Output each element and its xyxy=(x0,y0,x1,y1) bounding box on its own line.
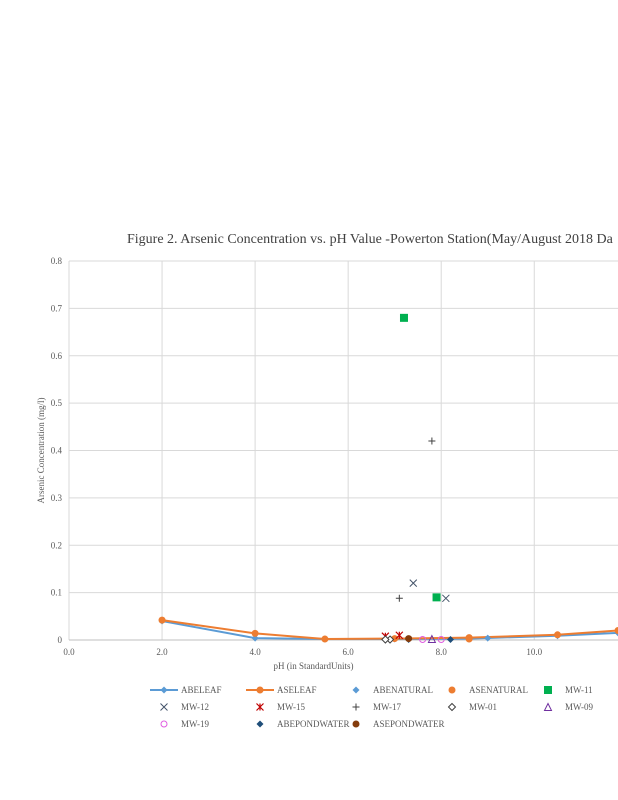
legend-swatch xyxy=(352,703,360,711)
data-point-aseleaf xyxy=(614,627,618,635)
legend-item: ABELEAF xyxy=(150,685,222,695)
x-axis-title: pH (in StandardUnits) xyxy=(274,661,354,671)
data-point-mw-09 xyxy=(427,634,437,644)
data-point-mw-12 xyxy=(409,579,418,588)
legend-marker xyxy=(352,686,360,694)
legend-item: ABEPONDWATER xyxy=(246,719,350,729)
legend-swatch xyxy=(352,720,360,728)
y-tick-label: 0.4 xyxy=(51,446,63,456)
data-point-abepondwater xyxy=(447,636,455,644)
data-point-asenatural xyxy=(465,635,473,643)
legend-swatch xyxy=(544,686,552,694)
legend-swatch xyxy=(246,686,274,694)
legend-label: MW-19 xyxy=(181,719,209,729)
data-point-mw-19 xyxy=(419,636,427,644)
legend-marker xyxy=(160,686,168,694)
y-tick-label: 0 xyxy=(58,635,63,645)
legend-item: MW-01 xyxy=(438,702,497,712)
legend-marker xyxy=(447,702,457,712)
legend-label: MW-15 xyxy=(277,702,305,712)
y-tick-label: 0.2 xyxy=(51,540,62,550)
legend-label: MW-17 xyxy=(373,702,401,712)
legend-item: MW-19 xyxy=(150,719,209,729)
legend-swatch xyxy=(448,686,456,694)
data-point-mw-11 xyxy=(432,593,441,602)
legend-item: ABENATURAL xyxy=(342,685,433,695)
data-point-mw-01 xyxy=(381,635,390,644)
chart-legend: ABELEAF ASELEAF ABENATURAL ASENATURAL MW-11 M… xyxy=(150,685,610,737)
data-point-abenatural xyxy=(484,634,492,642)
x-tick-label: 0.0 xyxy=(63,647,75,657)
legend-item: MW-12 xyxy=(150,702,209,712)
data-point-aseleaf xyxy=(158,616,166,624)
legend-swatch xyxy=(160,703,168,711)
y-axis-title: Arsenic Concentration (mg/l) xyxy=(36,398,46,504)
legend-label: ASEPONDWATER xyxy=(373,719,445,729)
data-point-mw-17 xyxy=(428,437,436,445)
legend-item: ASELEAF xyxy=(246,685,317,695)
data-point-mw-17 xyxy=(395,594,403,602)
legend-swatch xyxy=(160,720,168,728)
data-point-aseleaf xyxy=(251,629,259,637)
legend-item: ASEPONDWATER xyxy=(342,719,445,729)
legend-item: MW-17 xyxy=(342,702,401,712)
legend-marker xyxy=(352,703,360,711)
legend-marker xyxy=(256,686,264,694)
legend-swatch xyxy=(150,686,178,694)
data-point-mw-15 xyxy=(395,631,404,640)
x-tick-label: 2.0 xyxy=(156,647,168,657)
legend-label: ASELEAF xyxy=(277,685,317,695)
y-tick-label: 0.5 xyxy=(51,398,63,408)
legend-item: MW-09 xyxy=(534,702,593,712)
legend-swatch xyxy=(447,702,457,712)
legend-label: MW-11 xyxy=(565,685,593,695)
legend-label: ASENATURAL xyxy=(469,685,529,695)
data-point-asepondwater xyxy=(405,635,413,643)
legend-item: MW-15 xyxy=(246,702,305,712)
legend-label: MW-09 xyxy=(565,702,593,712)
legend-marker xyxy=(352,720,360,728)
data-point-mw-19 xyxy=(437,636,445,644)
legend-swatch xyxy=(256,703,264,711)
legend-label: ABEPONDWATER xyxy=(277,719,350,729)
legend-item: ASENATURAL xyxy=(438,685,528,695)
legend-swatch xyxy=(256,720,264,728)
legend-marker xyxy=(256,703,264,711)
x-tick-label: 4.0 xyxy=(249,647,261,657)
y-tick-label: 0.1 xyxy=(51,588,62,598)
legend-label: ABELEAF xyxy=(181,685,222,695)
legend-marker xyxy=(448,686,456,694)
legend-item: MW-11 xyxy=(534,685,593,695)
legend-marker xyxy=(160,720,168,728)
legend-label: MW-01 xyxy=(469,702,497,712)
data-point-mw-11 xyxy=(399,313,408,322)
x-tick-label: 6.0 xyxy=(343,647,355,657)
y-tick-label: 0.3 xyxy=(51,493,63,503)
legend-marker xyxy=(160,703,168,711)
legend-label: ABENATURAL xyxy=(373,685,433,695)
legend-marker xyxy=(544,686,552,694)
y-tick-label: 0.6 xyxy=(51,351,63,361)
chart-title: Figure 2. Arsenic Concentration vs. pH V… xyxy=(127,232,613,247)
legend-swatch xyxy=(543,702,553,711)
data-point-aseleaf xyxy=(554,631,562,639)
legend-swatch xyxy=(352,686,360,694)
x-tick-label: 10.0 xyxy=(526,647,542,657)
legend-marker xyxy=(256,720,264,728)
y-tick-label: 0.7 xyxy=(51,303,63,313)
y-tick-label: 0.8 xyxy=(51,256,63,266)
legend-marker xyxy=(543,702,553,711)
legend-label: MW-12 xyxy=(181,702,209,712)
data-point-aseleaf xyxy=(321,635,329,643)
data-point-mw-12 xyxy=(442,594,450,603)
x-tick-label: 8.0 xyxy=(436,647,448,657)
